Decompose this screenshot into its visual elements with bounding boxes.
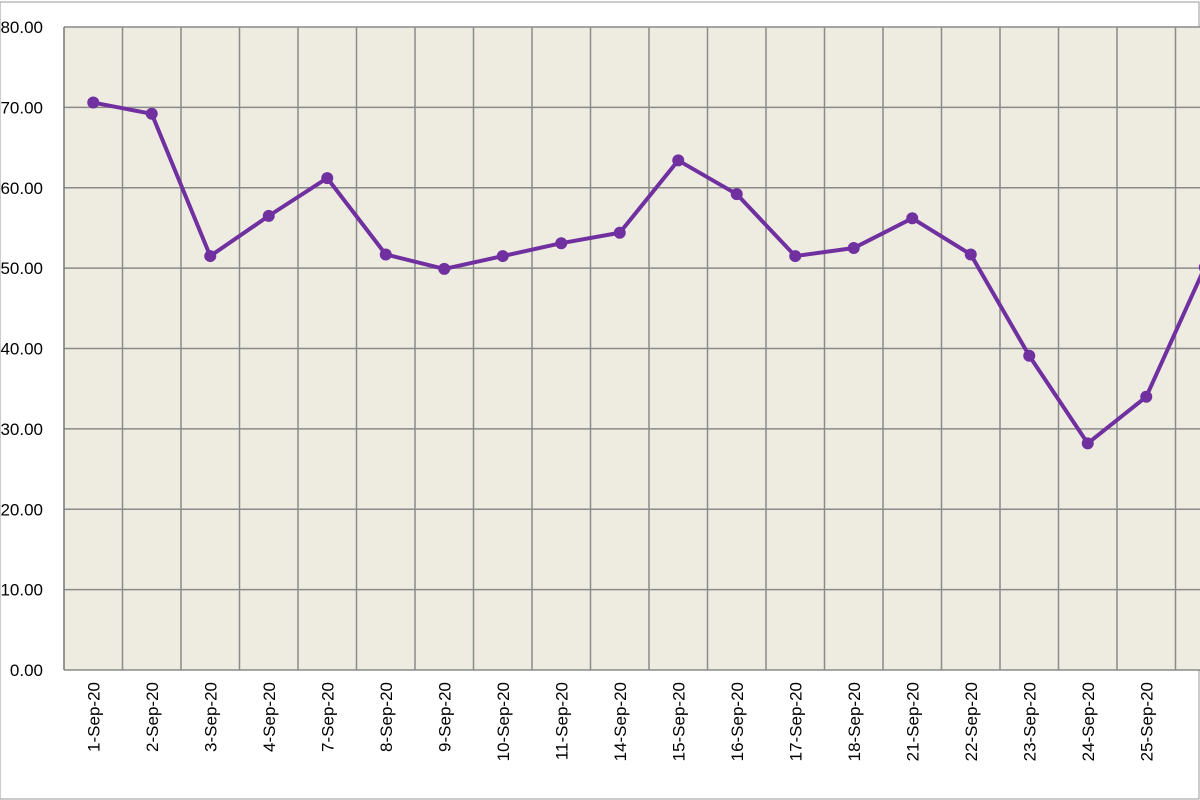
data-point bbox=[964, 248, 977, 261]
y-tick-label: 20.00 bbox=[0, 500, 43, 519]
data-point bbox=[906, 212, 919, 225]
x-tick-label: 23-Sep-20 bbox=[1020, 682, 1039, 761]
x-tick-label: 3-Sep-20 bbox=[201, 682, 220, 752]
data-point bbox=[1081, 437, 1094, 450]
x-tick-label: 9-Sep-20 bbox=[435, 682, 454, 752]
data-point bbox=[262, 209, 275, 222]
x-tick-label: 14-Sep-20 bbox=[611, 682, 630, 761]
data-point bbox=[438, 262, 451, 275]
x-tick-label: 15-Sep-20 bbox=[669, 682, 688, 761]
x-tick-label: 7-Sep-20 bbox=[318, 682, 337, 752]
x-tick-label: 4-Sep-20 bbox=[260, 682, 279, 752]
series-line bbox=[92, 100, 1200, 446]
data-point bbox=[204, 250, 217, 263]
data-point bbox=[730, 188, 743, 201]
data-point bbox=[1023, 349, 1036, 362]
x-tick-label: 24-Sep-20 bbox=[1079, 682, 1098, 761]
data-point bbox=[555, 237, 568, 250]
x-tick-label: 21-Sep-20 bbox=[903, 682, 922, 761]
x-tick-label: 16-Sep-20 bbox=[728, 682, 747, 761]
data-point bbox=[1140, 390, 1153, 403]
y-tick-label: 80.00 bbox=[0, 18, 43, 37]
x-tick-label: 25-Sep-20 bbox=[1137, 682, 1156, 761]
x-tick-label: 10-Sep-20 bbox=[494, 682, 513, 761]
y-tick-label: 60.00 bbox=[0, 179, 43, 198]
data-point bbox=[87, 96, 100, 109]
y-tick-label: 30.00 bbox=[0, 420, 43, 439]
x-tick-label: 2-Sep-20 bbox=[143, 682, 162, 752]
x-tick-label: 17-Sep-20 bbox=[786, 682, 805, 761]
x-tick-label: 8-Sep-20 bbox=[377, 682, 396, 752]
data-point bbox=[613, 226, 626, 239]
y-tick-label: 50.00 bbox=[0, 259, 43, 278]
y-tick-label: 0.00 bbox=[10, 661, 43, 680]
data-point bbox=[145, 107, 158, 120]
x-tick-label: 22-Sep-20 bbox=[962, 682, 981, 761]
data-point bbox=[321, 172, 334, 185]
x-tick-label: 1-Sep-20 bbox=[84, 682, 103, 752]
x-tick-label: 18-Sep-20 bbox=[845, 682, 864, 761]
x-tick-label: 11-Sep-20 bbox=[552, 682, 571, 760]
y-tick-label: 70.00 bbox=[0, 98, 43, 117]
data-point bbox=[847, 242, 860, 255]
y-tick-label: 40.00 bbox=[0, 340, 43, 359]
data-point bbox=[789, 250, 802, 263]
data-point bbox=[496, 250, 509, 263]
data-point bbox=[379, 248, 392, 261]
y-tick-label: 10.00 bbox=[0, 581, 43, 600]
data-point bbox=[672, 154, 685, 167]
